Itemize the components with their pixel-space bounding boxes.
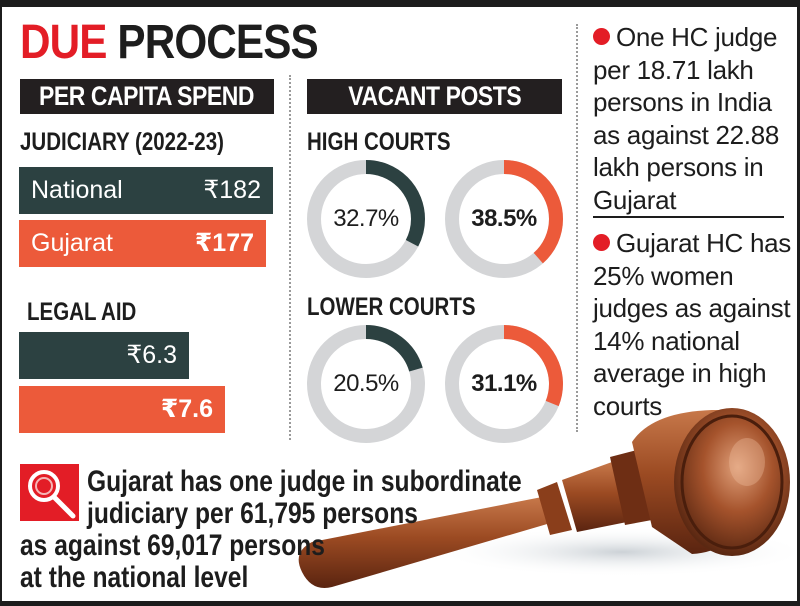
vacant-posts-section-label: VACANT POSTS: [347, 81, 521, 111]
bar-label: Gujarat: [31, 229, 113, 257]
page-title: DUE PROCESS: [20, 13, 319, 73]
gavel-icon: [298, 408, 797, 588]
high-courts-heading: HIGH COURTS: [307, 128, 451, 156]
donut-ring: [445, 325, 563, 443]
bar-label: National: [31, 176, 123, 204]
per-capita-section-header: PER CAPITA SPEND: [20, 79, 274, 114]
donut-value: 32.7%: [333, 205, 399, 232]
note-item: Gujarat HC has 25% women judges as again…: [593, 227, 798, 422]
bullet-dot-icon: [593, 234, 610, 251]
title-highlight: DUE: [20, 16, 107, 69]
bar-value: ₹177: [194, 229, 254, 257]
lower-courts-gujarat-donut: 31.1%: [443, 323, 565, 445]
donut-ring: [445, 160, 563, 278]
bar-value: ₹182: [203, 176, 261, 204]
bar-value: ₹7.6: [160, 395, 213, 423]
judiciary-national-bar: National ₹182: [19, 167, 273, 214]
note-text: One HC judge per 18.71 lakh persons in I…: [593, 22, 780, 215]
per-capita-section-label: PER CAPITA SPEND: [39, 81, 255, 111]
donut-ring: [307, 160, 425, 278]
title-main: PROCESS: [117, 16, 318, 69]
magnifier-badge: [20, 464, 79, 521]
legal-aid-heading: LEGAL AID: [27, 298, 137, 326]
donut-value: 31.1%: [471, 370, 537, 397]
bar-value: ₹6.3: [126, 341, 177, 369]
bottom-callout-line2: judiciary per 61,795 persons: [87, 497, 418, 530]
note-item: One HC judge per 18.71 lakh persons in I…: [593, 21, 798, 216]
donut-ring: [307, 325, 425, 443]
high-courts-national-donut: 32.7%: [305, 158, 427, 280]
donut-value: 20.5%: [333, 370, 399, 397]
bottom-callout-line1: Gujarat has one judge in subordinate: [87, 465, 522, 498]
note-text: Gujarat HC has 25% women judges as again…: [593, 228, 791, 421]
column-divider: [576, 24, 578, 432]
infographic: DUE PROCESS PER CAPITA SPEND JUDICIARY (…: [2, 7, 797, 601]
vacant-posts-section-header: VACANT POSTS: [307, 79, 562, 114]
judiciary-gujarat-bar: Gujarat ₹177: [19, 220, 266, 267]
bottom-callout-line3: as against 69,017 persons: [20, 529, 325, 562]
lower-courts-national-donut: 20.5%: [305, 323, 427, 445]
bullet-dot-icon: [593, 28, 610, 45]
magnifier-icon: [28, 470, 76, 519]
judiciary-heading: JUDICIARY (2022-23): [20, 128, 224, 156]
donut-value: 38.5%: [471, 205, 537, 232]
column-divider: [289, 75, 291, 440]
bottom-callout-line4: at the national level: [20, 561, 249, 594]
legal-aid-national-bar: ₹6.3: [19, 332, 189, 379]
high-courts-gujarat-donut: 38.5%: [443, 158, 565, 280]
lower-courts-heading: LOWER COURTS: [307, 293, 476, 321]
notes-separator: [593, 216, 784, 218]
legal-aid-gujarat-bar: ₹7.6: [19, 386, 225, 433]
